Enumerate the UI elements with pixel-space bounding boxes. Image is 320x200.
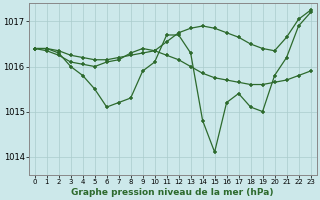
X-axis label: Graphe pression niveau de la mer (hPa): Graphe pression niveau de la mer (hPa) — [71, 188, 274, 197]
